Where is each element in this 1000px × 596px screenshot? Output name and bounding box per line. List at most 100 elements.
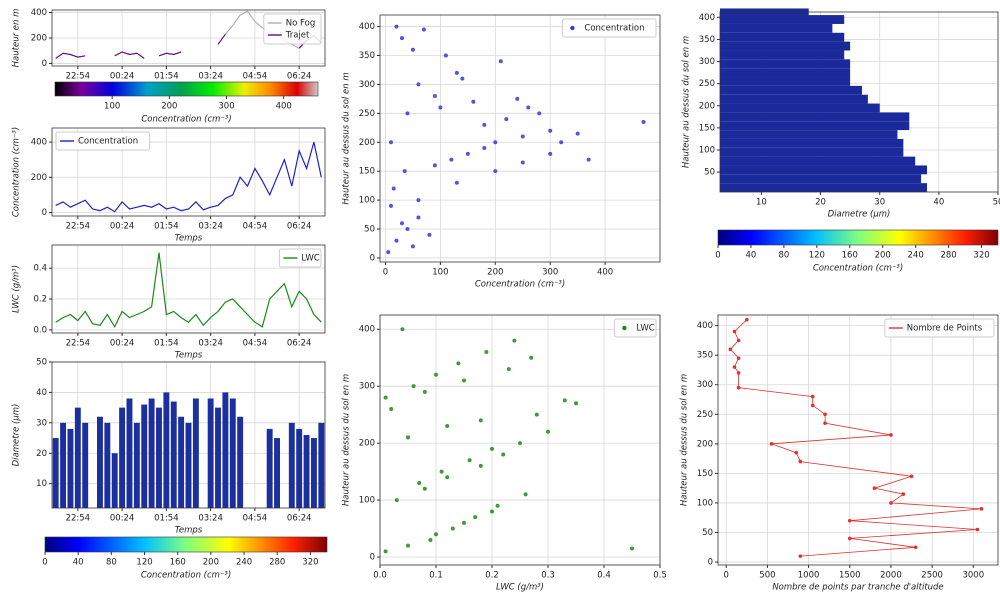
y-tick-label: 350 — [359, 51, 375, 61]
x-tick-label: 0 — [724, 571, 729, 581]
bar — [237, 416, 244, 508]
x-tick-label: 400 — [597, 268, 613, 278]
y-axis-label: Hauteur au dessus du sol en m — [680, 374, 690, 506]
scatter-point — [416, 198, 421, 203]
y-tick-label: 100 — [359, 496, 375, 506]
y-tick-label: 0 — [370, 253, 375, 263]
scatter-point — [439, 469, 444, 474]
y-tick-label: 0.4 — [33, 264, 47, 274]
point-marker — [889, 501, 893, 505]
point-marker — [736, 385, 741, 390]
y-tick-label: 400 — [31, 138, 47, 148]
x-tick-label: 03:24 — [198, 222, 223, 232]
point-marker — [798, 554, 803, 558]
y-tick-label: 50 — [364, 225, 375, 235]
bar — [720, 32, 845, 42]
scatter-point — [389, 406, 394, 411]
scatter-point — [434, 532, 438, 537]
scatter-point — [574, 401, 578, 406]
scatter-point — [504, 117, 509, 122]
y-tick-label: 200 — [699, 101, 715, 111]
scatter-point — [515, 96, 520, 101]
y-tick-label: 150 — [359, 167, 375, 177]
scatter-point — [383, 395, 388, 400]
y-tick-label: 150 — [699, 123, 715, 133]
x-tick-label: 0.5 — [653, 571, 667, 581]
colorbar-tick-label: 320 — [302, 558, 318, 568]
scatter-point — [523, 492, 528, 497]
scatter-point — [410, 244, 415, 249]
bar — [192, 398, 199, 508]
scatter-point — [410, 47, 415, 52]
scatter-point — [473, 515, 478, 520]
y-tick-label: 0 — [42, 208, 47, 218]
y-tick-label: 0 — [708, 558, 713, 568]
y-tick-label: 350 — [699, 35, 715, 45]
x-tick-label: 04:54 — [243, 339, 268, 349]
bar — [163, 392, 170, 508]
bar — [720, 130, 898, 139]
y-tick-label: 400 — [697, 321, 713, 331]
x-tick-label: 06:24 — [287, 339, 312, 349]
x-tick-label: 06:24 — [287, 514, 312, 524]
legend-swatch — [622, 325, 627, 331]
point-marker — [979, 507, 984, 511]
colorbar-tick-label: 120 — [809, 251, 825, 261]
bar — [222, 392, 229, 508]
scatter-point — [495, 503, 500, 508]
bar — [170, 401, 177, 508]
plot-frame — [51, 244, 326, 334]
scatter-point — [490, 509, 494, 514]
scatter-point — [467, 458, 472, 463]
scatter-point — [537, 111, 542, 116]
scatter-point — [386, 250, 391, 255]
bar — [720, 50, 845, 60]
bar — [229, 398, 236, 508]
x-tick-label: 22:54 — [66, 514, 91, 524]
point-marker — [810, 403, 815, 408]
scatter-point — [445, 424, 450, 429]
scatter-point — [512, 338, 517, 343]
bar — [104, 422, 111, 508]
point-marker — [769, 442, 774, 446]
bar — [97, 416, 103, 508]
y-tick-label: 300 — [359, 382, 375, 392]
scatter-point — [388, 203, 393, 208]
bar — [274, 438, 280, 508]
bar — [720, 156, 916, 166]
legend-label: No Fog — [286, 19, 315, 29]
y-tick-label: 250 — [697, 410, 713, 420]
colorbar-tick-label: 0 — [715, 251, 720, 261]
scatter-point — [405, 227, 410, 232]
y-tick-label: 0 — [370, 553, 375, 563]
bar — [82, 422, 89, 508]
bar — [141, 404, 148, 508]
bar — [720, 112, 910, 122]
scatter-point — [506, 367, 511, 372]
x-tick-label: 0.2 — [485, 571, 499, 581]
scatter-point — [450, 526, 455, 531]
colorbar-tick-label: 320 — [973, 251, 989, 261]
y-tick-label: 30 — [36, 418, 47, 428]
x-tick-label: 10 — [756, 198, 767, 208]
x-axis-label: Concentration (cm⁻³) — [475, 280, 565, 290]
scatter-point — [478, 463, 483, 468]
point-marker — [909, 474, 914, 479]
scatter-point — [432, 163, 437, 168]
y-axis-label: LWC (g/m³) — [12, 265, 22, 313]
colorbar-tick-label: 80 — [778, 251, 789, 261]
x-tick-label: 01:54 — [154, 72, 179, 82]
x-tick-label: 00:24 — [110, 72, 135, 82]
bar — [126, 398, 133, 508]
x-tick-label: 3000 — [962, 571, 984, 581]
legend-label: LWC — [636, 324, 654, 334]
scatter-point — [484, 350, 489, 355]
scatter-point — [405, 111, 410, 116]
x-tick-label: 04:54 — [243, 222, 268, 232]
bar — [266, 428, 273, 508]
bar — [310, 438, 317, 508]
plot-frame — [51, 127, 326, 217]
legend-label: Concentration — [78, 137, 138, 147]
point-marker — [794, 450, 799, 455]
bar — [119, 407, 126, 508]
